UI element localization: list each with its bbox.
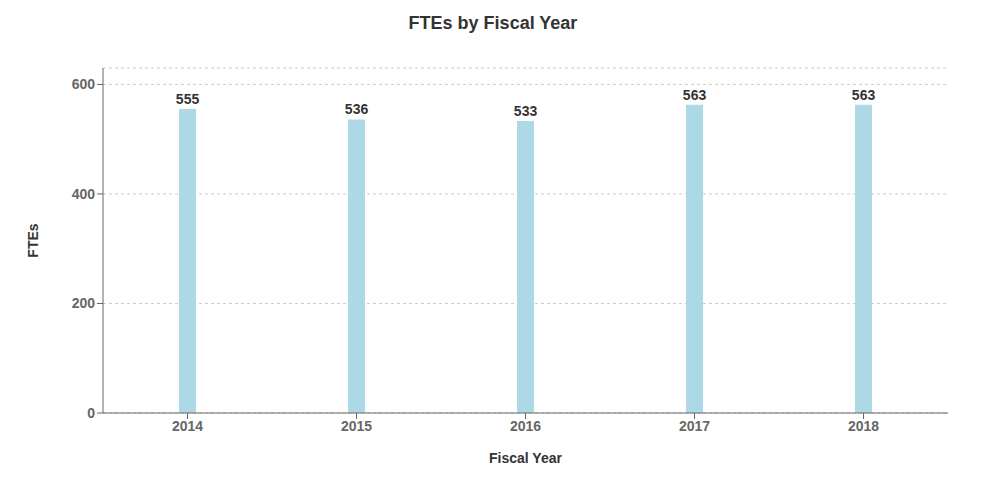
html-text:FTEs by Fiscal Year: FTEs by Fiscal Year (408, 13, 578, 33)
svg-text:FTEs: FTEs (25, 223, 41, 257)
svg-text:2017: 2017 (679, 418, 710, 434)
svg-text:2015: 2015 (341, 418, 372, 434)
svg-text:200: 200 (72, 295, 96, 311)
svg-text:400: 400 (72, 186, 96, 202)
svg-text:533: 533 (514, 103, 538, 119)
svg-text:2016: 2016 (510, 418, 541, 434)
svg-text:0: 0 (87, 405, 95, 421)
svg-text:555: 555 (176, 91, 200, 107)
svg-text:2018: 2018 (848, 418, 879, 434)
svg-text:563: 563 (852, 87, 876, 103)
svg-text:536: 536 (345, 101, 369, 117)
svg-text:2014: 2014 (172, 418, 203, 434)
svg-text:Fiscal Year: Fiscal Year (489, 450, 562, 466)
svg-text:600: 600 (72, 76, 96, 92)
svg-text:563: 563 (683, 87, 707, 103)
